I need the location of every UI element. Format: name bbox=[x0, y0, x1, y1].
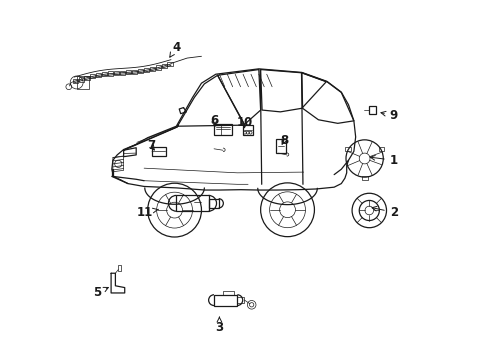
Text: 3: 3 bbox=[215, 317, 223, 333]
Text: 6: 6 bbox=[209, 114, 218, 127]
Bar bbox=[138, 69, 142, 73]
Bar bbox=[161, 64, 166, 68]
Bar bbox=[208, 199, 218, 208]
Bar bbox=[96, 73, 101, 77]
Bar bbox=[84, 76, 89, 80]
Bar bbox=[114, 71, 119, 75]
Bar bbox=[345, 147, 350, 151]
Bar bbox=[361, 176, 367, 180]
Text: 7: 7 bbox=[147, 139, 155, 152]
Text: 9: 9 bbox=[380, 109, 397, 122]
Bar bbox=[152, 147, 165, 156]
Bar bbox=[378, 147, 384, 151]
Bar bbox=[276, 139, 285, 153]
Bar bbox=[73, 79, 78, 83]
Bar bbox=[155, 66, 161, 70]
Bar bbox=[79, 77, 83, 81]
Bar bbox=[214, 124, 231, 135]
Bar bbox=[242, 125, 253, 135]
Bar bbox=[214, 295, 237, 306]
Bar bbox=[126, 70, 131, 75]
Text: 4: 4 bbox=[169, 41, 180, 57]
Bar bbox=[167, 62, 172, 66]
Bar bbox=[90, 74, 95, 78]
Text: 2: 2 bbox=[371, 206, 397, 219]
Bar bbox=[77, 76, 89, 89]
Bar bbox=[117, 265, 121, 271]
Bar bbox=[176, 195, 208, 211]
Text: 8: 8 bbox=[279, 134, 287, 147]
Bar bbox=[149, 67, 154, 71]
Text: 1: 1 bbox=[369, 154, 397, 167]
Bar bbox=[368, 107, 375, 114]
Text: 10: 10 bbox=[236, 116, 252, 129]
Text: 11: 11 bbox=[137, 206, 158, 219]
Bar bbox=[132, 69, 137, 74]
Bar bbox=[237, 297, 244, 303]
Bar bbox=[120, 71, 125, 75]
Bar bbox=[102, 72, 107, 76]
Bar bbox=[108, 71, 113, 76]
Text: 5: 5 bbox=[93, 287, 108, 300]
Bar bbox=[143, 68, 148, 72]
